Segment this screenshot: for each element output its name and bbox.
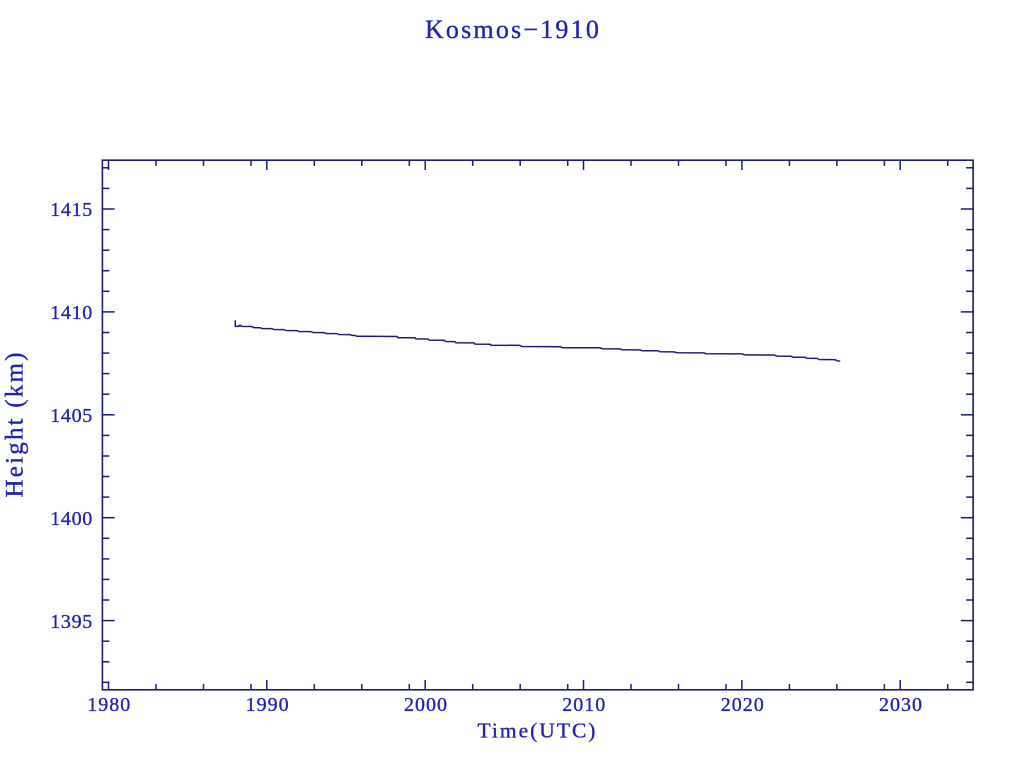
svg-text:1400: 1400 [50, 508, 93, 530]
svg-text:1395: 1395 [50, 611, 93, 633]
svg-text:Height (km): Height (km) [2, 350, 29, 497]
svg-text:Kosmos−1910: Kosmos−1910 [425, 15, 601, 44]
svg-text:2020: 2020 [721, 694, 765, 716]
svg-text:2000: 2000 [404, 694, 448, 716]
svg-text:1405: 1405 [50, 405, 93, 427]
svg-text:1410: 1410 [50, 302, 93, 324]
svg-text:2010: 2010 [562, 694, 606, 716]
svg-text:1990: 1990 [246, 694, 290, 716]
svg-text:1415: 1415 [50, 199, 93, 221]
svg-text:1980: 1980 [87, 694, 131, 716]
svg-text:Time(UTC): Time(UTC) [478, 719, 598, 743]
svg-text:2030: 2030 [879, 694, 923, 716]
